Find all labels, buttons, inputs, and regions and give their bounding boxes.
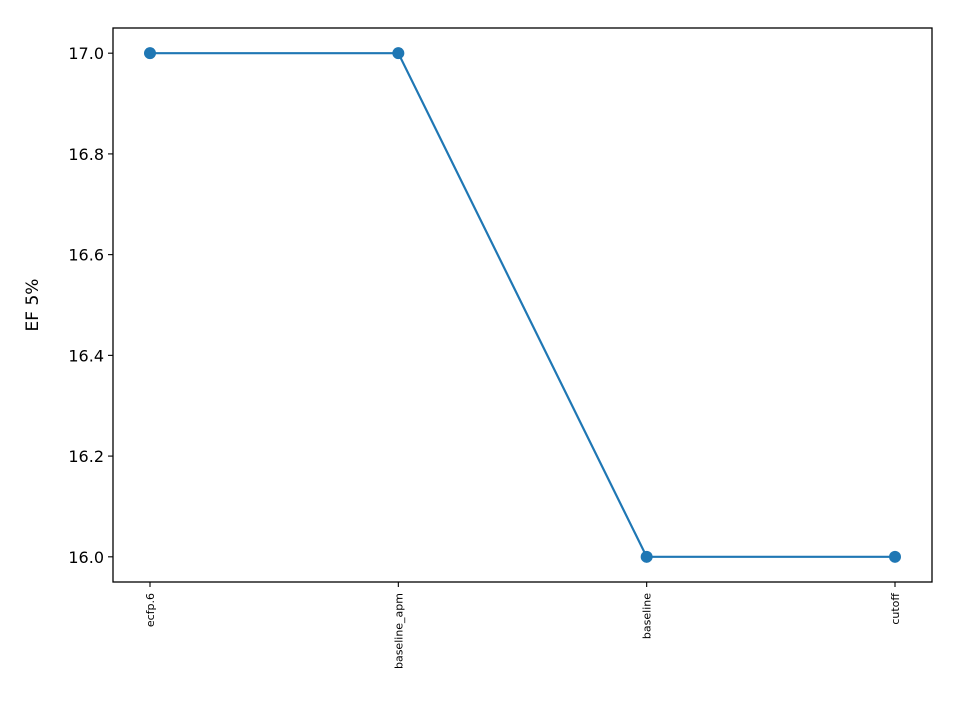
y-axis: 16.0 16.2 16.4 16.6 16.8 17.0 (68, 44, 113, 567)
y-tick-label: 16.0 (68, 548, 104, 567)
series-group (144, 47, 901, 563)
x-axis: ecfp.6 baseline_apm baseline cutoff (144, 582, 902, 669)
y-tick-label: 17.0 (68, 44, 104, 63)
y-tick-label: 16.6 (68, 246, 104, 265)
axes-frame (112, 27, 933, 583)
x-tick-label: cutoff (889, 593, 902, 625)
data-point (889, 550, 901, 563)
x-tick-label: baseline_apm (392, 593, 405, 669)
y-axis-label: EF 5% (23, 279, 43, 332)
data-point (640, 550, 653, 563)
data-point (144, 47, 156, 60)
x-tick-label: ecfp.6 (144, 593, 157, 627)
data-point (392, 47, 405, 60)
y-tick-label: 16.8 (68, 145, 104, 164)
y-tick-label: 16.4 (68, 346, 104, 365)
x-tick-label: baseline (641, 593, 654, 639)
series-line (150, 52, 895, 558)
y-tick-label: 16.2 (68, 447, 104, 466)
